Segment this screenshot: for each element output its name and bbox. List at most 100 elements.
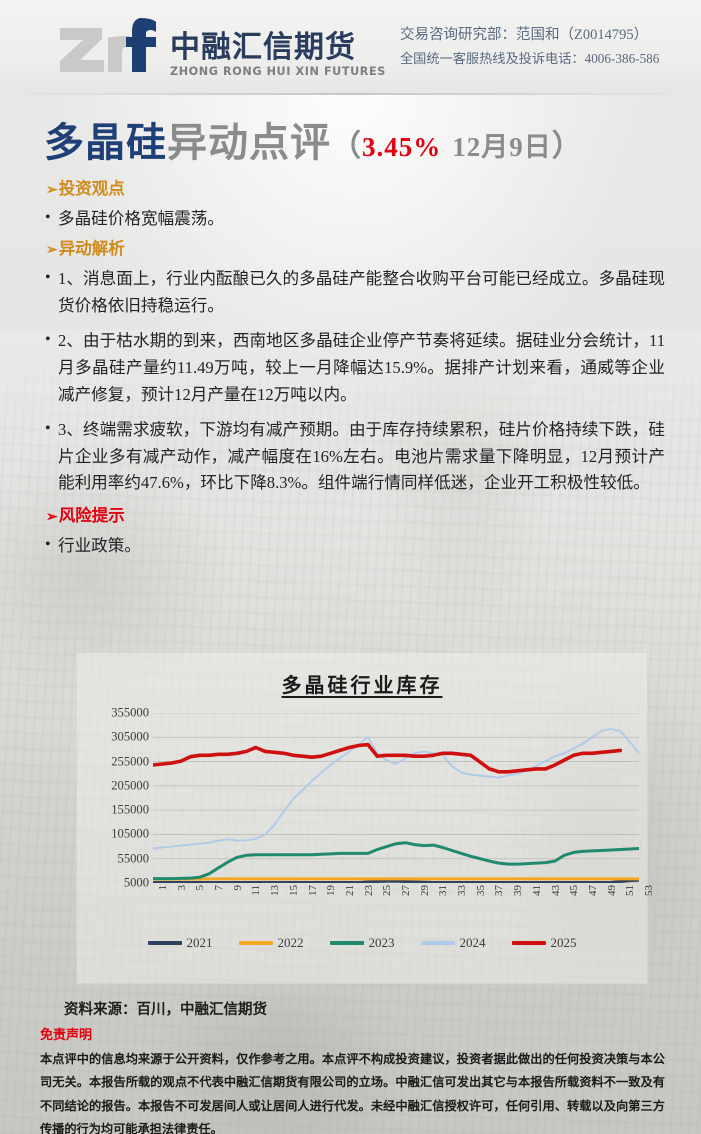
- title-kind: 异动点评: [167, 120, 331, 165]
- title-subject: 多晶硅: [44, 120, 167, 165]
- legend-swatch-icon: [329, 941, 364, 945]
- bullet-item: • 2、由于枯水期的到来，西南地区多晶硅企业停产节奏将延续。据硅业分会统计，11月…: [45, 328, 665, 409]
- x-axis-tick-label: 43: [549, 885, 562, 896]
- triangle-right-icon: ➢: [46, 243, 58, 259]
- legend-swatch-icon: [238, 941, 273, 945]
- legend-swatch-icon: [147, 941, 182, 945]
- x-axis-tick-label: 3: [175, 885, 188, 891]
- bullet-text: 1、消息面上，行业内酝酿已久的多晶硅产能整合收购平台可能已经成立。多晶硅现货价格…: [58, 269, 665, 316]
- chart-y-axis: 355000 305000 255000 205000 155000 105000 5500…: [85, 706, 149, 890]
- section-heading-risk: ➢风险提示: [46, 505, 701, 527]
- title-change-percent: 3.45%: [362, 132, 442, 162]
- brand-text: 中融汇信期货 ZHONG RONG HUI XIN FUTURES: [170, 29, 386, 81]
- triangle-right-icon: ➢: [46, 183, 58, 198]
- source-note: 资料来源：百川，中融汇信期货: [64, 1002, 267, 1018]
- legend-label: 2024: [459, 935, 486, 950]
- x-axis-tick-label: 25: [381, 885, 394, 896]
- chart-series-2023: [153, 841, 639, 881]
- inventory-chart: 多晶硅行业库存 355000 305000 255000 205000 155000 10…: [76, 652, 655, 984]
- x-axis-tick-label: 45: [568, 885, 581, 896]
- contact-info: 交易咨询研究部：范国和（Z0014795） 全国统一客服热线及投诉电话：4006…: [400, 24, 659, 70]
- x-axis-tick-label: 29: [418, 885, 431, 896]
- contact-hotline: 全国统一客服热线及投诉电话：4006-386-586: [400, 50, 660, 66]
- y-axis-tick-label: 355000: [111, 705, 149, 720]
- page-header: 中融汇信期货 ZHONG RONG HUI XIN FUTURES 交易咨询研究…: [0, 0, 701, 95]
- x-axis-tick-label: 35: [474, 885, 487, 896]
- x-axis-tick-label: 41: [530, 885, 543, 896]
- brand-logo: 中融汇信期货 ZHONG RONG HUI XIN FUTURES: [56, 14, 386, 80]
- x-axis-tick-label: 13: [269, 885, 282, 896]
- legend-label: 2025: [550, 935, 577, 950]
- chart-series-2024: [153, 728, 639, 850]
- chart-series-2025: [153, 742, 623, 774]
- legend-label: 2021: [186, 935, 213, 950]
- bullet-item: • 行业政策。: [45, 533, 665, 560]
- x-axis-tick-label: 49: [605, 885, 618, 896]
- triangle-right-icon: ➢: [46, 510, 58, 526]
- chart-title: 多晶硅行业库存: [281, 675, 443, 697]
- bullet-dot-icon: •: [45, 419, 51, 437]
- bullet-item: • 1、消息面上，行业内酝酿已久的多晶硅产能整合收购平台可能已经成立。多晶硅现货价…: [45, 266, 665, 320]
- chart-x-axis: 1 3 5 7 9 11 13 15 17 19 21 23 25 27 29 31 33 35 37 39 41 43 4…: [153, 885, 655, 919]
- bullet-item: • 3、终端需求疲软，下游均有减产预期。由于库存持续累积，硅片价格持续下跌，硅片企…: [45, 417, 665, 498]
- x-axis-tick-label: 33: [456, 885, 469, 896]
- bullet-dot-icon: •: [45, 269, 51, 287]
- x-axis-tick-label: 17: [306, 885, 319, 896]
- contact-analyst: 交易咨询研究部：范国和（Z0014795）: [400, 27, 649, 43]
- bullet-text: 2、由于枯水期的到来，西南地区多晶硅企业停产节奏将延续。据硅业分会统计，11月多…: [58, 331, 665, 404]
- report-body: ➢投资观点 • 多晶硅价格宽幅震荡。 ➢异动解析 • 1、消息面上，行业内酝酿已久的…: [0, 178, 701, 565]
- x-axis-tick-label: 11: [250, 885, 263, 896]
- legend-label: 2023: [368, 935, 395, 950]
- x-axis-tick-label: 5: [194, 885, 207, 891]
- bullet-text: 3、终端需求疲软，下游均有减产预期。由于库存持续累积，硅片价格持续下跌，硅片企业…: [58, 419, 665, 493]
- y-axis-tick-label: 5000: [123, 875, 149, 890]
- x-axis-tick-label: 15: [287, 885, 300, 896]
- title-paren-close: ）: [551, 130, 583, 163]
- legend-label: 2022: [277, 935, 304, 950]
- chart-plot-area: 355000 305000 255000 205000 155000 105000 5500…: [77, 706, 655, 919]
- y-axis-tick-label: 255000: [111, 754, 149, 769]
- x-axis-tick-label: 19: [325, 885, 338, 896]
- bullet-text: 多晶硅价格宽幅震荡。: [58, 209, 224, 229]
- legend-item-2022[interactable]: 2022: [238, 935, 304, 951]
- bullet-dot-icon: •: [45, 331, 51, 348]
- page-title: 多晶硅异动点评（3.45% 12月9日）: [44, 110, 583, 168]
- y-axis-tick-label: 305000: [111, 729, 149, 744]
- x-axis-tick-label: 47: [586, 885, 599, 896]
- x-axis-tick-label: 51: [624, 885, 637, 896]
- section-heading-label: 异动解析: [58, 239, 125, 259]
- bullet-dot-icon: •: [45, 536, 51, 554]
- x-axis-tick-label: 1: [157, 885, 169, 891]
- bullet-dot-icon: •: [45, 209, 51, 227]
- legend-item-2023[interactable]: 2023: [329, 935, 395, 951]
- zrf-logo-icon: [56, 14, 164, 80]
- legend-swatch-icon: [420, 941, 455, 945]
- y-axis-tick-label: 55000: [117, 851, 149, 866]
- legend-item-2021[interactable]: 2021: [147, 935, 213, 951]
- section-heading-label: 投资观点: [58, 179, 125, 198]
- bullet-text: 行业政策。: [58, 536, 141, 556]
- chart-canvas: [153, 713, 639, 883]
- bullet-item: • 多晶硅价格宽幅震荡。: [45, 206, 665, 233]
- x-axis-tick-label: 27: [400, 885, 412, 896]
- y-axis-tick-label: 205000: [111, 778, 149, 793]
- x-axis-tick-label: 37: [493, 885, 506, 896]
- x-axis-tick-label: 39: [512, 885, 525, 896]
- brand-name-en: ZHONG RONG HUI XIN FUTURES: [170, 65, 386, 78]
- legend-item-2024[interactable]: 2024: [420, 935, 486, 951]
- section-heading-investment-view: ➢投资观点: [46, 178, 701, 200]
- section-heading-analysis: ➢异动解析: [46, 238, 701, 260]
- brand-name-cn: 中融汇信期货: [170, 29, 356, 65]
- x-axis-tick-label: 9: [231, 885, 244, 891]
- x-axis-tick-label: 31: [437, 885, 450, 896]
- legend-item-2025[interactable]: 2025: [511, 935, 577, 951]
- x-axis-tick-label: 21: [343, 885, 356, 896]
- disclaimer-text: 本点评中的信息均来源于公开资料，仅作参考之用。本点评不构成投资建议，投资者据此做…: [40, 1052, 665, 1134]
- title-paren-open: （: [331, 130, 362, 163]
- title-date: 12月9日: [452, 132, 552, 162]
- disclaimer-heading: 免责声明: [40, 1028, 93, 1043]
- x-axis-tick-label: 23: [362, 885, 375, 896]
- chart-legend: 2021 2022 2023 2024 2025: [77, 935, 647, 951]
- legend-swatch-icon: [511, 941, 546, 945]
